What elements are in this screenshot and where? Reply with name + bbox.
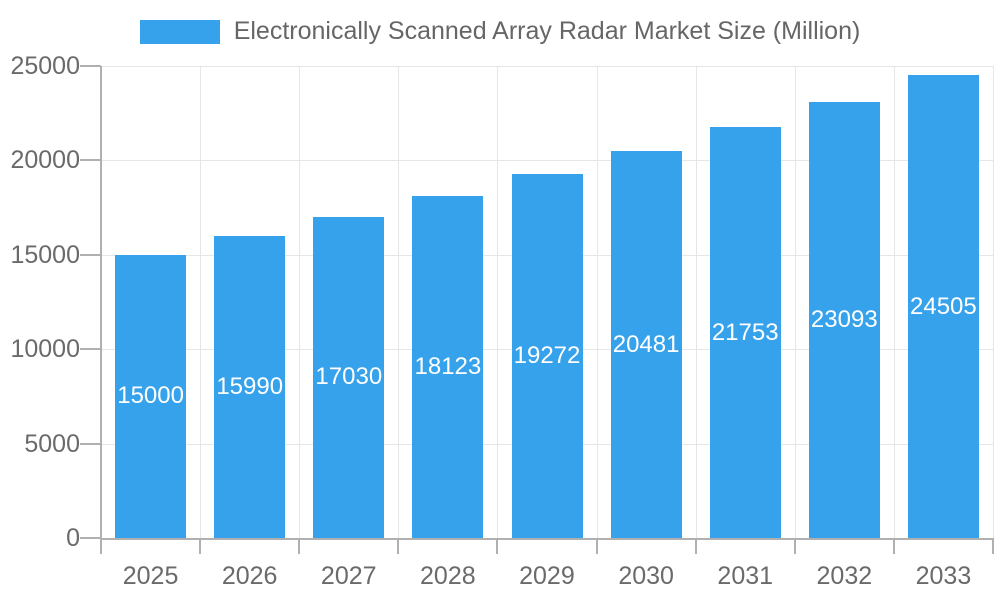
x-axis-label: 2031	[717, 562, 774, 590]
gridline-vertical	[894, 66, 895, 538]
x-axis-label: 2033	[915, 562, 972, 590]
y-axis-tick	[80, 254, 101, 256]
bar-value-label: 18123	[414, 352, 482, 380]
x-axis-tick	[695, 538, 697, 554]
gridline-vertical	[497, 66, 498, 538]
y-axis-label: 0	[66, 524, 80, 552]
y-axis-label: 15000	[10, 241, 80, 269]
gridline-vertical	[795, 66, 796, 538]
y-axis-tick	[80, 65, 101, 67]
bar	[115, 254, 187, 538]
x-axis-label: 2030	[618, 562, 674, 590]
x-axis-line	[101, 538, 993, 540]
bar-value-label: 20481	[612, 330, 680, 358]
bar	[313, 216, 385, 538]
y-axis-label: 25000	[10, 52, 80, 80]
y-axis-label: 20000	[10, 146, 80, 174]
y-axis-tick	[80, 443, 101, 445]
x-axis-tick	[199, 538, 201, 554]
legend-swatch	[139, 19, 220, 44]
bar-value-label: 24505	[910, 292, 977, 320]
gridline-vertical	[993, 66, 994, 538]
bar	[907, 75, 979, 538]
x-axis-label: 2025	[122, 562, 179, 590]
y-axis-tick	[80, 348, 101, 350]
bar-value-label: 15990	[216, 373, 284, 401]
x-axis-label: 2027	[320, 562, 377, 590]
x-axis-tick	[298, 538, 300, 554]
x-axis-label: 2029	[519, 562, 575, 590]
bar-value-label: 15000	[117, 382, 184, 410]
x-axis-tick	[397, 538, 399, 554]
x-axis-tick	[596, 538, 598, 554]
y-axis-line	[100, 66, 102, 538]
bar-value-label: 23093	[810, 306, 878, 333]
bar	[214, 236, 286, 538]
y-axis-label: 10000	[10, 335, 80, 363]
y-axis-label: 5000	[24, 430, 80, 458]
gridline-vertical	[696, 66, 697, 538]
bar	[709, 127, 781, 538]
y-axis-tick	[80, 159, 101, 161]
y-axis-tick	[80, 537, 101, 539]
x-axis-label: 2028	[420, 562, 476, 590]
x-axis-tick	[496, 538, 498, 554]
gridline-vertical	[200, 66, 201, 538]
x-axis-label: 2026	[221, 562, 278, 590]
gridline-vertical	[299, 66, 300, 538]
x-axis-tick	[100, 538, 102, 554]
x-axis-tick	[893, 538, 895, 554]
plot-area: 0 5000 10000 15000 20000 25000 15000 2025 15990 2…	[10, 52, 994, 590]
x-axis-tick	[794, 538, 796, 554]
bar	[610, 151, 682, 538]
legend-label: Electronically Scanned Array Radar Marke…	[233, 17, 861, 45]
bar	[808, 102, 880, 538]
chart-legend[interactable]: Electronically Scanned Array Radar Marke…	[0, 17, 1000, 46]
gridline-vertical	[597, 66, 598, 538]
bar-value-label: 17030	[315, 363, 383, 391]
gridline-vertical	[398, 66, 399, 538]
x-axis-tick	[992, 538, 994, 554]
bar-value-label: 19272	[513, 342, 581, 370]
bar	[412, 195, 484, 538]
gridline-horizontal	[101, 66, 993, 67]
bar	[511, 174, 583, 538]
bar-value-label: 21753	[711, 318, 779, 346]
x-axis-label: 2032	[816, 562, 873, 590]
